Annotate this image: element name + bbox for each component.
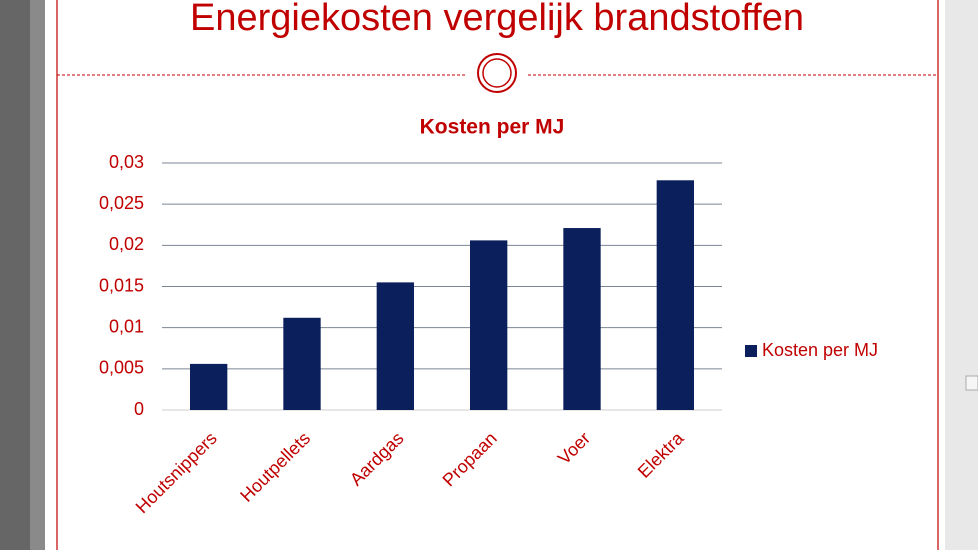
- bar: [190, 363, 228, 410]
- bar: [470, 240, 508, 410]
- legend-swatch: [745, 345, 757, 357]
- y-tick-label: 0: [134, 399, 144, 419]
- chart-title: Kosten per MJ: [420, 116, 565, 139]
- bar: [283, 317, 321, 410]
- y-tick-label: 0,02: [109, 234, 144, 254]
- bar: [656, 180, 694, 410]
- ornament: [477, 53, 517, 93]
- legend-label: Kosten per MJ: [762, 340, 878, 360]
- ornament: [482, 58, 512, 88]
- y-tick-label: 0,005: [99, 358, 144, 378]
- y-tick-label: 0,03: [109, 152, 144, 172]
- left-edge: [30, 0, 45, 550]
- y-tick-label: 0,025: [99, 193, 144, 213]
- left-panel: [0, 0, 30, 550]
- bar: [376, 282, 414, 410]
- scrollbar[interactable]: [945, 0, 978, 550]
- bar: [563, 228, 601, 410]
- slide-title: Energiekosten vergelijk brandstoffen: [190, 0, 804, 39]
- y-tick-label: 0,01: [109, 316, 144, 336]
- y-tick-label: 0,015: [99, 275, 144, 295]
- scroll-handle[interactable]: [965, 375, 978, 391]
